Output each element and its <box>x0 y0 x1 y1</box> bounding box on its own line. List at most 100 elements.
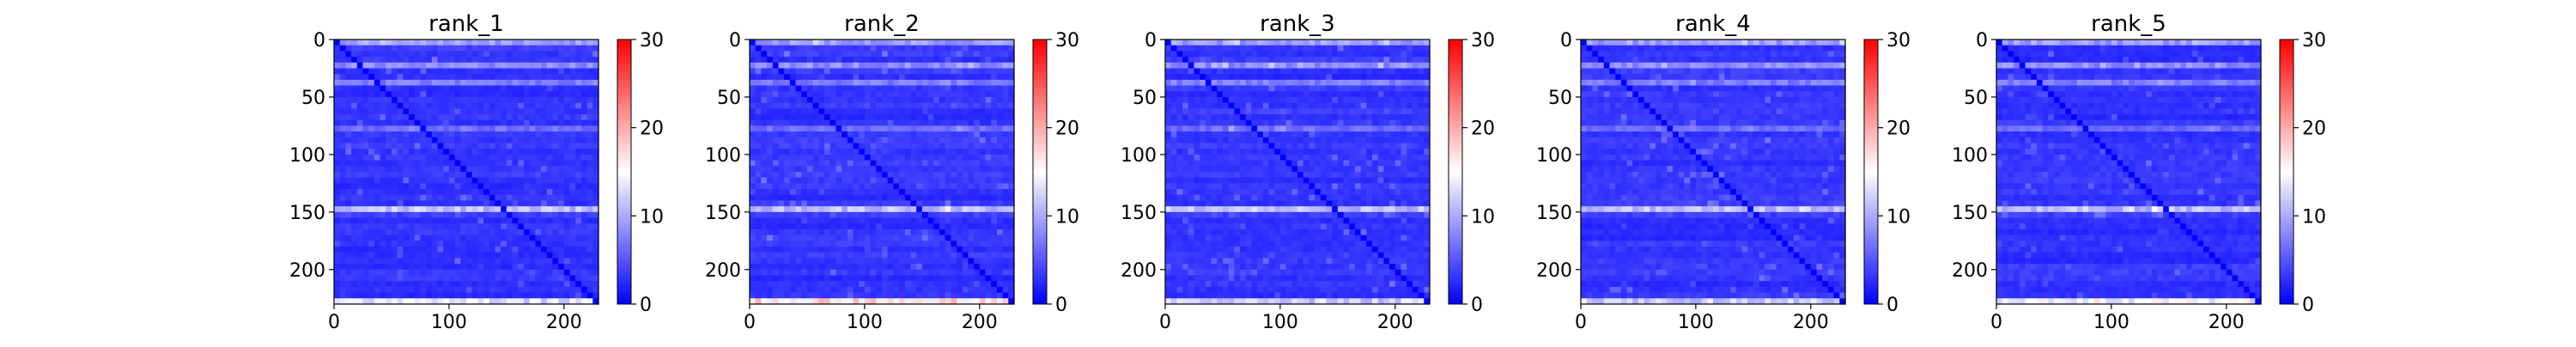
heatmap-cell <box>801 91 807 97</box>
heatmap-cell <box>466 166 472 172</box>
heatmap-cell <box>888 91 894 97</box>
heatmap-cell <box>507 258 513 264</box>
heatmap-cell <box>507 51 513 57</box>
heatmap-cell <box>1361 57 1367 63</box>
heatmap-cell <box>882 240 888 247</box>
heatmap-cell <box>933 57 939 63</box>
heatmap-cell <box>888 287 894 293</box>
heatmap-cell <box>495 40 501 46</box>
heatmap-cell <box>501 51 507 57</box>
heatmap-cell <box>968 200 974 206</box>
heatmap-cell <box>893 178 899 184</box>
heatmap-cell <box>575 172 581 178</box>
heatmap-cell <box>362 218 368 224</box>
heatmap-cell <box>443 74 449 80</box>
heatmap-cell <box>1269 97 1275 103</box>
heatmap-cell <box>841 287 848 293</box>
heatmap-cell <box>807 91 813 97</box>
heatmap-cell <box>552 80 558 86</box>
heatmap-cell <box>928 86 934 92</box>
heatmap-cell <box>575 264 581 270</box>
heatmap-cell <box>818 281 824 287</box>
heatmap-cell <box>1274 97 1280 103</box>
heatmap-cell <box>552 103 558 109</box>
heatmap-cell <box>1291 108 1297 114</box>
heatmap-cell <box>767 178 773 184</box>
heatmap-cell <box>1326 63 1332 69</box>
heatmap-cell <box>784 86 790 92</box>
heatmap-cell <box>374 137 380 143</box>
heatmap-cell <box>518 63 524 69</box>
heatmap-cell <box>460 57 466 63</box>
heatmap-cell <box>841 253 848 259</box>
heatmap-cell <box>403 258 409 264</box>
heatmap-cell <box>974 200 980 206</box>
heatmap-cell <box>957 195 963 201</box>
heatmap-cell <box>460 108 466 114</box>
heatmap-cell <box>432 161 438 167</box>
heatmap-cell <box>1188 97 1194 103</box>
heatmap-cell <box>398 166 404 172</box>
heatmap-cell <box>524 258 530 264</box>
heatmap-cell <box>495 68 501 74</box>
heatmap-cell <box>368 155 374 161</box>
heatmap-cell <box>438 253 444 259</box>
heatmap-cell <box>403 143 409 149</box>
heatmap-cell <box>1413 97 1419 103</box>
heatmap-cell <box>535 46 541 52</box>
heatmap-cell <box>784 97 790 103</box>
heatmap-cell <box>871 264 877 270</box>
heatmap-cell <box>415 195 421 201</box>
heatmap-cell <box>790 46 796 52</box>
heatmap-cell <box>460 91 466 97</box>
heatmap-cell <box>876 40 882 46</box>
heatmap-cell <box>1315 57 1321 63</box>
heatmap-cell <box>392 240 398 247</box>
heatmap-cell <box>426 223 432 229</box>
heatmap-cell <box>541 125 547 131</box>
heatmap-cell <box>1389 51 1395 57</box>
heatmap-cell <box>426 74 432 80</box>
heatmap-cell <box>530 258 536 264</box>
heatmap-cell <box>910 229 916 235</box>
heatmap-cell <box>893 253 899 259</box>
heatmap-cell <box>1194 108 1200 114</box>
heatmap-cell <box>564 247 570 253</box>
heatmap-cell <box>409 80 415 86</box>
heatmap-cell <box>398 74 404 80</box>
heatmap-cell <box>443 51 449 57</box>
heatmap-cell <box>1383 46 1389 52</box>
heatmap-cell <box>841 40 848 46</box>
heatmap-cell <box>756 270 762 276</box>
heatmap-cell <box>489 189 495 195</box>
heatmap-cell <box>1200 114 1206 120</box>
heatmap-cell <box>472 155 478 161</box>
heatmap-cell <box>513 270 519 276</box>
heatmap-cell <box>443 218 449 224</box>
heatmap-cell <box>513 264 519 270</box>
heatmap-cell <box>888 149 894 155</box>
heatmap-cell <box>899 46 905 52</box>
heatmap-cell <box>796 97 802 103</box>
heatmap-cell <box>756 161 762 167</box>
heatmap-cell <box>905 137 911 143</box>
heatmap-cell <box>974 189 980 195</box>
heatmap-cell <box>945 125 951 131</box>
heatmap-cell <box>813 103 819 109</box>
heatmap-cell <box>813 86 819 92</box>
heatmap-cell <box>871 63 877 69</box>
heatmap-cell <box>1269 86 1275 92</box>
heatmap-cell <box>963 253 969 259</box>
heatmap-cell <box>432 183 438 189</box>
heatmap-cell <box>841 63 848 69</box>
heatmap-cell <box>928 166 934 172</box>
heatmap-cell <box>547 183 553 189</box>
heatmap-cell <box>801 155 807 161</box>
heatmap-cell <box>899 74 905 80</box>
heatmap-cell <box>951 206 957 212</box>
heatmap-cell <box>1240 80 1246 86</box>
heatmap-cell <box>991 240 997 247</box>
heatmap-cell <box>535 281 541 287</box>
heatmap-cell <box>513 183 519 189</box>
heatmap-cell <box>432 247 438 253</box>
